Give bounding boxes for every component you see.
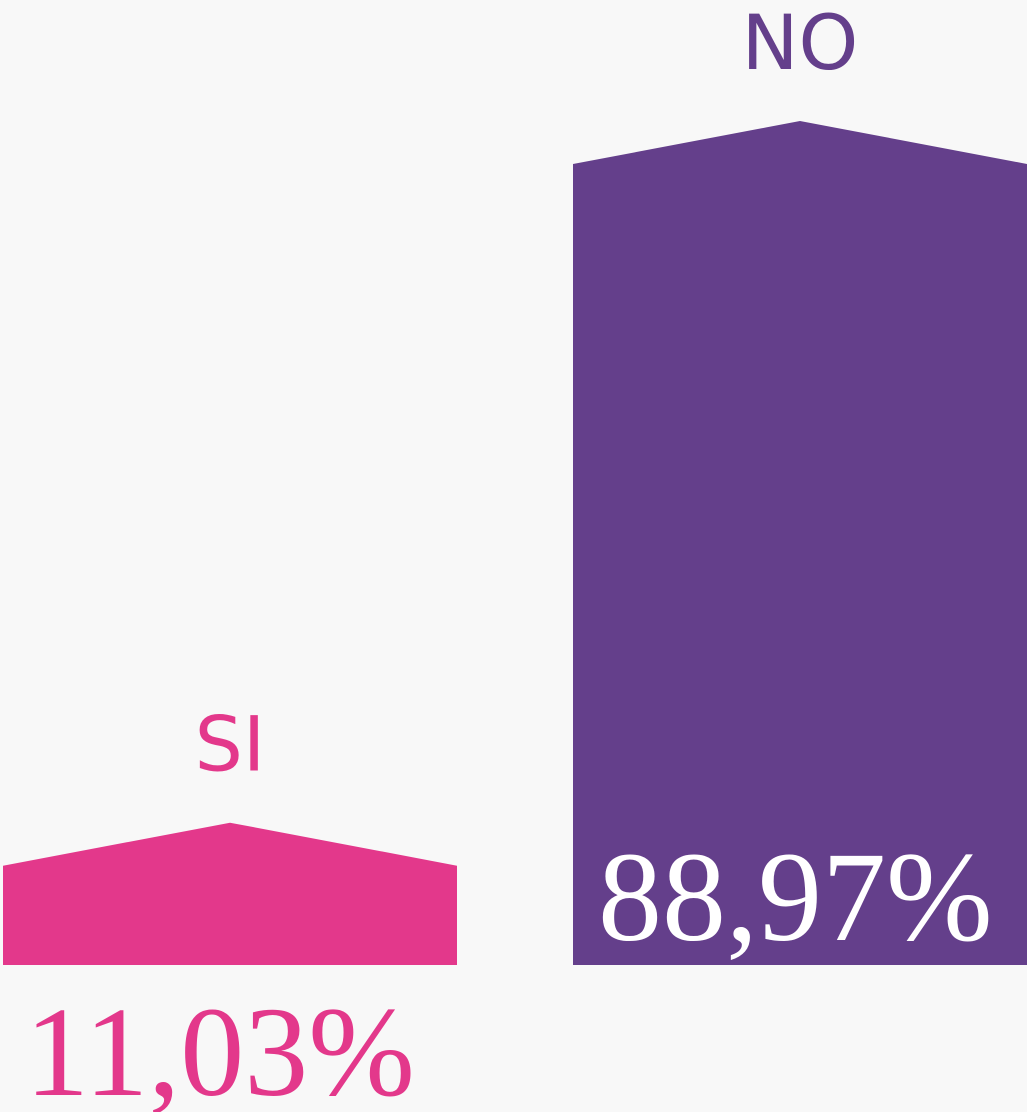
value-label: 88,97% xyxy=(598,826,993,968)
category-label: NO xyxy=(742,0,859,87)
value-label: 11,03% xyxy=(25,981,415,1112)
category-label: SI xyxy=(195,700,266,789)
bar xyxy=(573,121,1027,965)
bar xyxy=(3,822,457,965)
